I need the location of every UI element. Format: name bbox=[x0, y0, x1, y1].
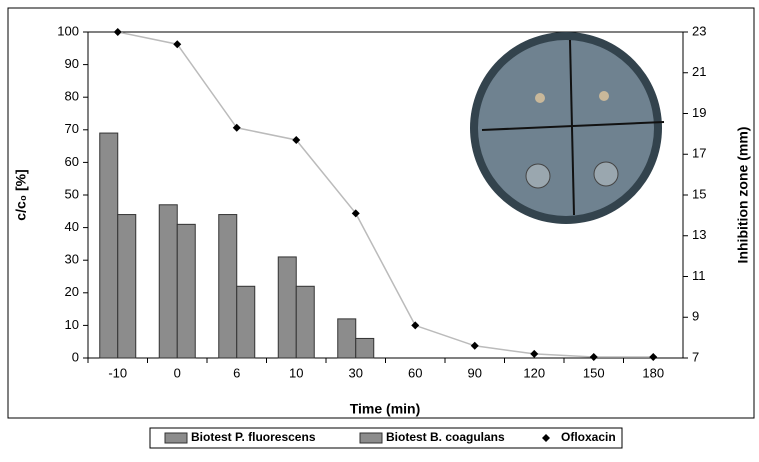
x-tick-label: 150 bbox=[583, 365, 605, 380]
bar bbox=[159, 205, 177, 358]
y-tick-label: 60 bbox=[65, 154, 79, 169]
dish-zone bbox=[594, 162, 618, 186]
legend-swatch bbox=[542, 434, 550, 442]
x-tick-label: 0 bbox=[174, 365, 181, 380]
bar bbox=[177, 224, 195, 358]
marker bbox=[114, 28, 122, 36]
dish-zone bbox=[526, 164, 550, 188]
marker bbox=[649, 353, 657, 361]
y-tick-label: 40 bbox=[65, 219, 79, 234]
y2-axis-label: Inhibition zone (mm) bbox=[735, 127, 751, 264]
marker bbox=[471, 342, 479, 350]
y2-tick-label: 13 bbox=[692, 227, 706, 242]
dish-agar bbox=[478, 40, 654, 216]
y2-tick-label: 19 bbox=[692, 105, 706, 120]
petri-dish-photo bbox=[470, 32, 664, 224]
bar bbox=[100, 133, 118, 358]
y-tick-label: 20 bbox=[65, 284, 79, 299]
y2-tick-label: 11 bbox=[692, 268, 706, 283]
legend-swatch bbox=[360, 433, 382, 443]
bar bbox=[237, 286, 255, 358]
chart: Time (min) c/c₀ [%] Inhibition zone (mm)… bbox=[0, 0, 759, 457]
legend-label: Biotest B. coagulans bbox=[386, 430, 505, 444]
marker bbox=[590, 353, 598, 361]
x-tick-label: 60 bbox=[408, 365, 422, 380]
legend-swatch bbox=[165, 433, 187, 443]
y-tick-label: 90 bbox=[65, 56, 79, 71]
y-axis-label: c/c₀ [%] bbox=[13, 169, 29, 220]
y-tick-label: 0 bbox=[72, 349, 79, 364]
x-tick-label: 6 bbox=[233, 365, 240, 380]
x-tick-label: -10 bbox=[108, 365, 127, 380]
y-tick-label: 30 bbox=[65, 252, 79, 267]
y2-tick-label: 9 bbox=[692, 309, 699, 324]
y2-tick-label: 7 bbox=[692, 349, 699, 364]
y2-tick-label: 17 bbox=[692, 146, 706, 161]
bar bbox=[296, 286, 314, 358]
y2-tick-label: 21 bbox=[692, 64, 706, 79]
bar bbox=[219, 215, 237, 358]
bar bbox=[356, 338, 374, 358]
dish-spot bbox=[599, 91, 609, 101]
y-tick-label: 50 bbox=[65, 186, 79, 201]
bar bbox=[118, 215, 136, 358]
y-tick-label: 70 bbox=[65, 121, 79, 136]
marker bbox=[411, 321, 419, 329]
x-tick-label: 10 bbox=[289, 365, 303, 380]
legend-label: Biotest P. fluorescens bbox=[191, 430, 316, 444]
legend-label: Ofloxacin bbox=[561, 430, 616, 444]
x-tick-label: 30 bbox=[349, 365, 363, 380]
marker bbox=[530, 350, 538, 358]
y-tick-label: 80 bbox=[65, 89, 79, 104]
y-tick-label: 100 bbox=[57, 23, 79, 38]
x-tick-label: 120 bbox=[523, 365, 545, 380]
y2-tick-label: 23 bbox=[692, 23, 706, 38]
y2-tick-label: 15 bbox=[692, 186, 706, 201]
bar bbox=[278, 257, 296, 358]
x-tick-label: 90 bbox=[468, 365, 482, 380]
y-tick-label: 10 bbox=[65, 317, 79, 332]
x-axis-label: Time (min) bbox=[350, 401, 421, 417]
bar bbox=[338, 319, 356, 358]
x-tick-label: 180 bbox=[642, 365, 664, 380]
dish-spot bbox=[535, 93, 545, 103]
